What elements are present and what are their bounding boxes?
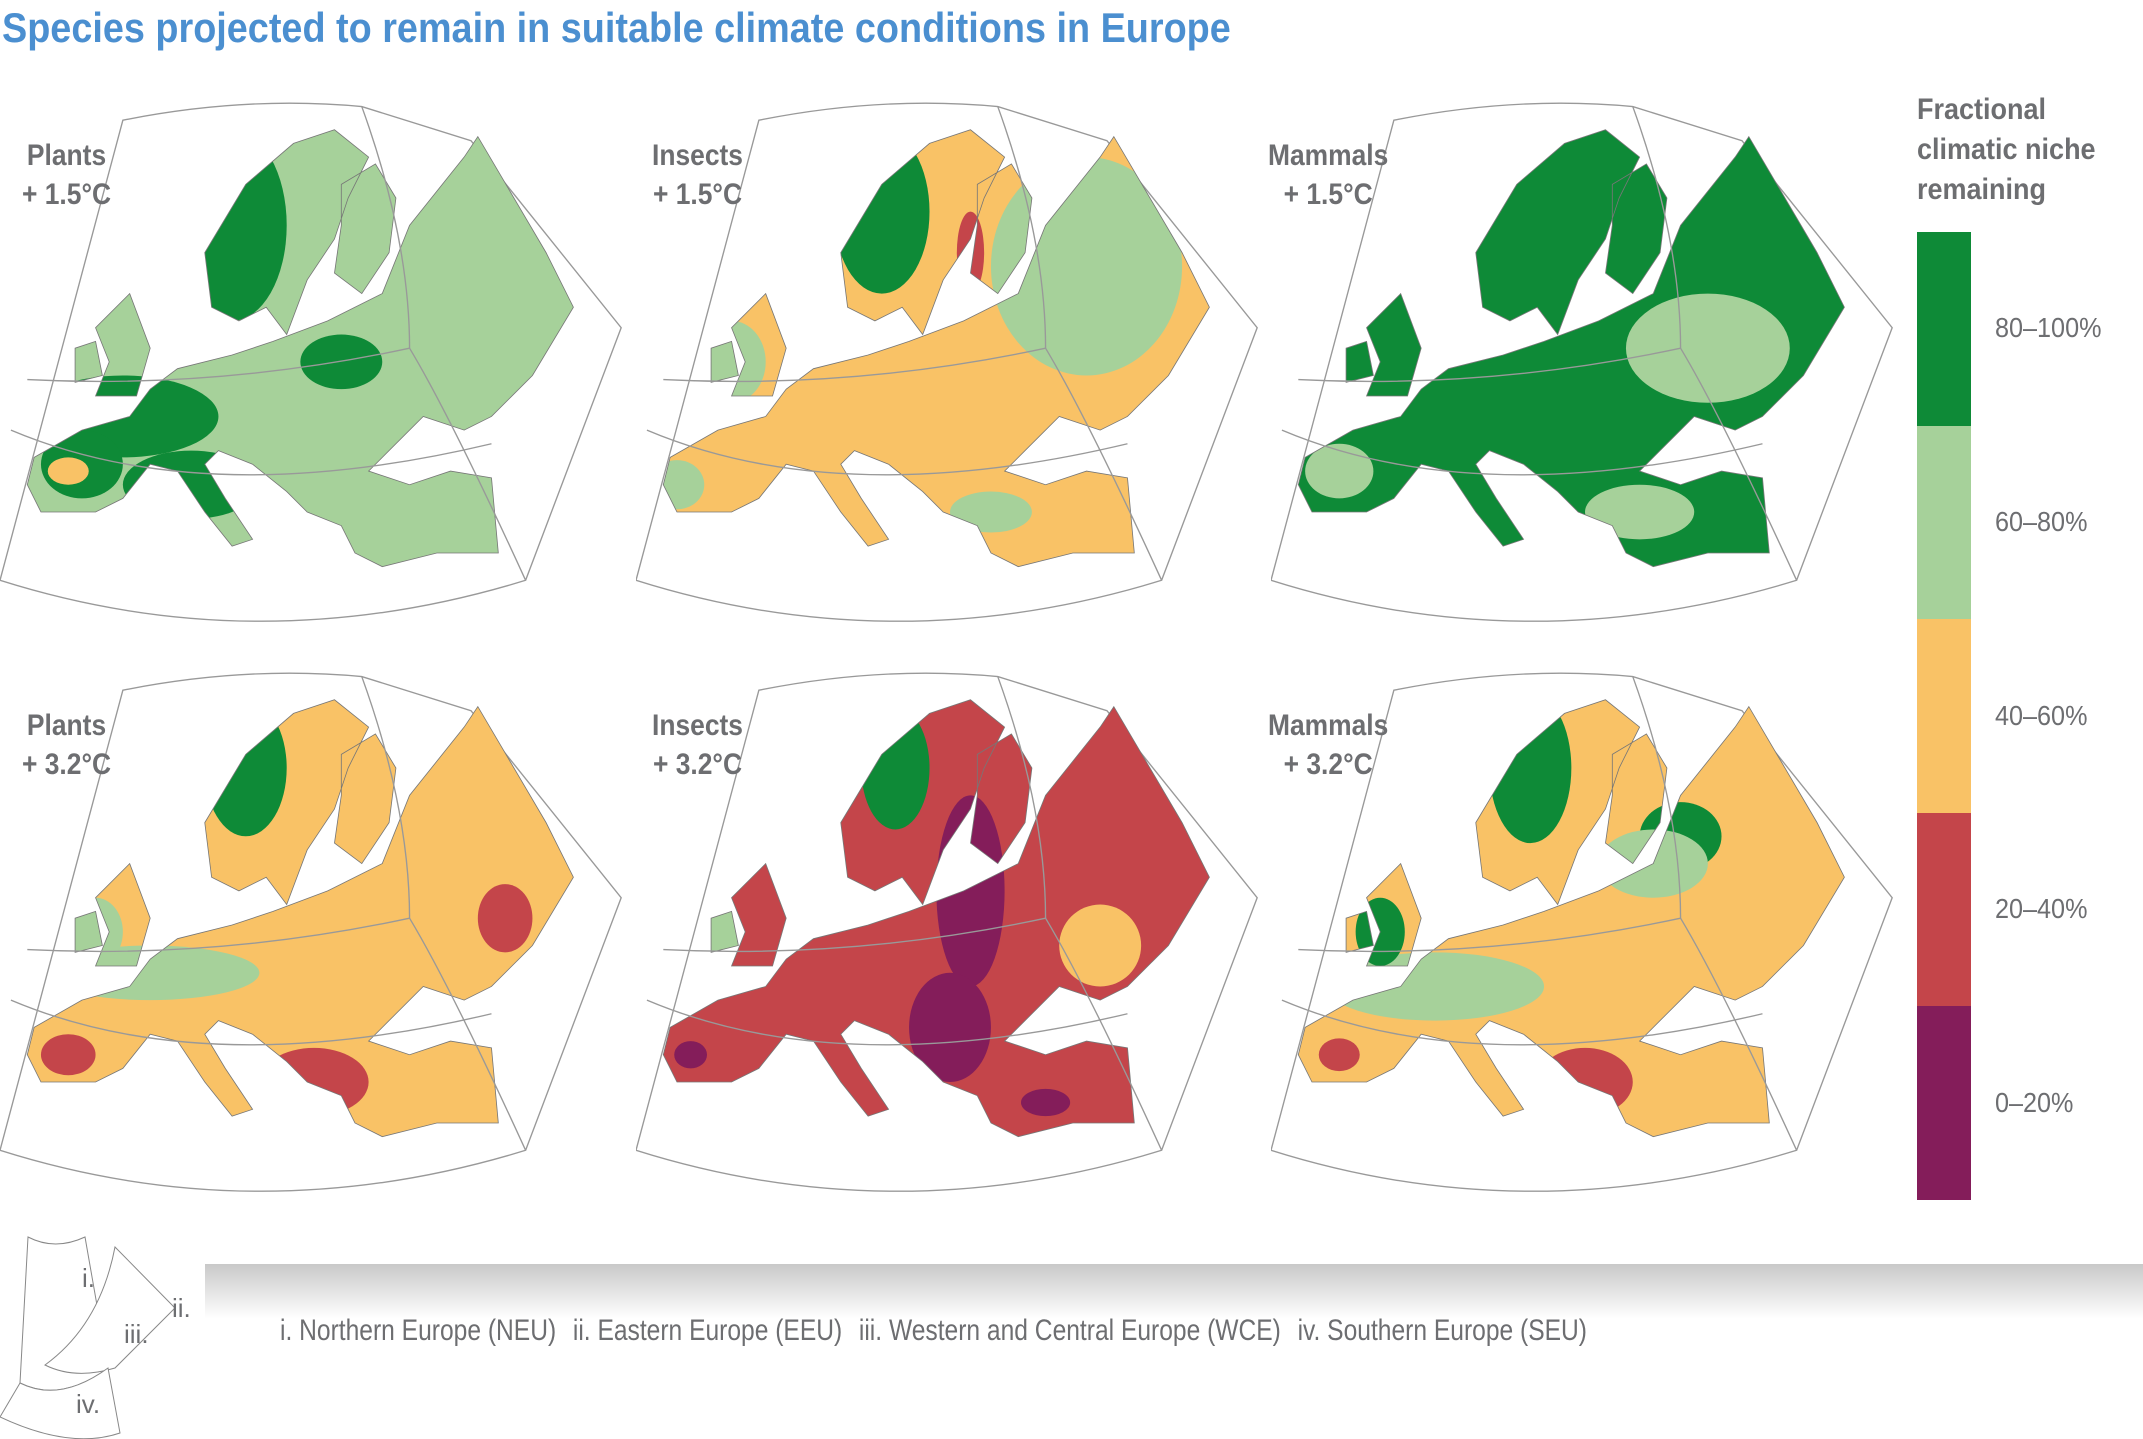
panel-taxon: Insects	[652, 709, 743, 742]
legend-color-bar	[1917, 232, 1971, 1200]
inset-label-i: i.	[82, 1263, 95, 1293]
panel-label: Insects + 3.2°C	[652, 706, 743, 784]
map-panel-insects-3-2c	[636, 672, 1264, 1219]
panel-taxon: Insects	[652, 139, 743, 172]
region-boundary-neu	[1298, 917, 1681, 953]
legend-swatch-80-100	[1917, 232, 1971, 426]
niche-patch	[1318, 1038, 1360, 1072]
europe-map	[636, 102, 1258, 622]
inset-label-ii: ii.	[172, 1293, 191, 1323]
region-boundary-seu	[1281, 429, 1763, 476]
niche-patch	[674, 1041, 707, 1069]
legend-swatch-60-80	[1917, 425, 1971, 620]
footer-shade-band	[205, 1264, 2143, 1319]
region-boundary-neu	[1298, 347, 1681, 383]
region-boundary-seu	[646, 999, 1128, 1046]
legend-label: 80–100%	[1995, 312, 2102, 343]
legend-label: 60–80%	[1995, 506, 2088, 537]
region-seu: iv. Southern Europe (SEU)	[1297, 1314, 1587, 1347]
legend-title-line: remaining	[1917, 173, 2047, 206]
panel-label: Mammals + 3.2°C	[1268, 706, 1388, 784]
niche-patch	[950, 491, 1032, 533]
coastline	[662, 129, 1210, 568]
region-boundary-eeu	[1632, 106, 1798, 581]
panel-warming: + 1.5°C	[22, 178, 112, 211]
panel-label: Plants + 3.2°C	[22, 706, 111, 784]
coastline	[1297, 129, 1845, 568]
europe-map	[1271, 672, 1893, 1192]
region-eeu: ii. Eastern Europe (EEU)	[572, 1314, 843, 1347]
panel-taxon: Plants	[26, 139, 107, 172]
panel-warming: + 3.2°C	[1283, 748, 1373, 781]
coastline	[662, 699, 1210, 1138]
legend-title-line: Fractional	[1917, 93, 2047, 126]
region-boundary-seu	[10, 999, 492, 1046]
region-boundary-neu	[27, 347, 410, 383]
niche-patch	[47, 457, 89, 485]
map-panel-mammals-3-2c	[1271, 672, 1899, 1219]
europe-map	[1271, 102, 1893, 622]
niche-patch	[1059, 904, 1142, 987]
coastline	[1297, 699, 1845, 1138]
legend-label: 20–40%	[1995, 893, 2088, 924]
figure-title: Species projected to remain in suitable …	[2, 4, 1231, 51]
panel-label: Insects + 1.5°C	[652, 136, 743, 214]
europe-map	[0, 672, 622, 1192]
region-boundary-neu	[663, 917, 1046, 953]
niche-patch	[1020, 1088, 1071, 1117]
legend-title-line: climatic niche	[1917, 133, 2096, 166]
region-wce: iii. Western and Central Europe (WCE)	[858, 1314, 1281, 1347]
legend-swatch-40-60	[1917, 619, 1971, 813]
map-panel-plants-1-5c	[0, 102, 628, 649]
region-caption: i. Northern Europe (NEU) ii. Eastern Eur…	[280, 1314, 1597, 1348]
region-boundary-seu	[1281, 999, 1763, 1046]
niche-patch	[40, 1034, 96, 1076]
legend-swatch-0-20	[1917, 1006, 1971, 1200]
niche-patch	[909, 972, 991, 1083]
legend-title: Fractional climatic niche remaining	[1917, 90, 2096, 210]
inset-label-iii: iii.	[124, 1319, 149, 1349]
panel-taxon: Plants	[26, 709, 107, 742]
region-boundary-eeu	[997, 106, 1163, 581]
coastline	[26, 129, 574, 568]
legend-label: 0–20%	[1995, 1087, 2074, 1118]
map-panel-mammals-1-5c	[1271, 102, 1899, 649]
panel-warming: + 1.5°C	[652, 178, 743, 211]
panel-label: Mammals + 1.5°C	[1268, 136, 1388, 214]
niche-patch	[1625, 293, 1790, 403]
panel-label: Plants + 1.5°C	[22, 136, 111, 214]
niche-patch	[1305, 443, 1374, 499]
region-boundary-eeu	[361, 676, 527, 1151]
panel-warming: + 3.2°C	[652, 748, 743, 781]
map-panel-plants-3-2c	[0, 672, 628, 1219]
niche-patch	[663, 460, 705, 510]
map-panel-insects-1-5c	[636, 102, 1264, 649]
europe-map	[636, 672, 1258, 1192]
coastline	[26, 699, 574, 1138]
region-key-inset: i. ii. iii. iv.	[0, 1236, 191, 1439]
panel-warming: + 3.2°C	[22, 748, 112, 781]
panel-taxon: Mammals	[1268, 709, 1389, 742]
panel-warming: + 1.5°C	[1283, 178, 1373, 211]
region-boundary-eeu	[997, 676, 1163, 1151]
region-boundary-eeu	[361, 106, 527, 581]
legend-swatch-20-40	[1917, 812, 1971, 1007]
panel-taxon: Mammals	[1268, 139, 1389, 172]
region-boundary-seu	[646, 429, 1128, 476]
inset-label-iv: iv.	[76, 1389, 100, 1419]
region-boundary-neu	[663, 347, 1046, 383]
region-boundary-neu	[27, 917, 410, 953]
niche-patch	[477, 884, 533, 953]
region-boundary-eeu	[1632, 676, 1798, 1151]
europe-map	[0, 102, 622, 622]
legend-label: 40–60%	[1995, 700, 2088, 731]
region-neu: i. Northern Europe (NEU)	[280, 1314, 557, 1347]
region-boundary-seu	[10, 429, 492, 476]
